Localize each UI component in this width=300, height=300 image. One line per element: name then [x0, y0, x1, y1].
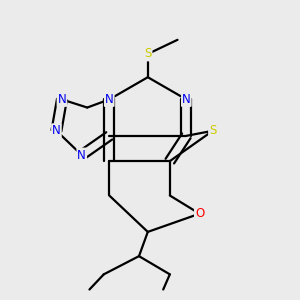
Text: S: S — [144, 47, 152, 61]
Text: N: N — [52, 124, 61, 137]
Text: N: N — [58, 93, 66, 106]
Text: S: S — [209, 124, 216, 137]
Text: N: N — [182, 93, 191, 106]
Text: N: N — [77, 148, 86, 162]
Text: N: N — [105, 93, 114, 106]
Text: O: O — [195, 207, 204, 220]
